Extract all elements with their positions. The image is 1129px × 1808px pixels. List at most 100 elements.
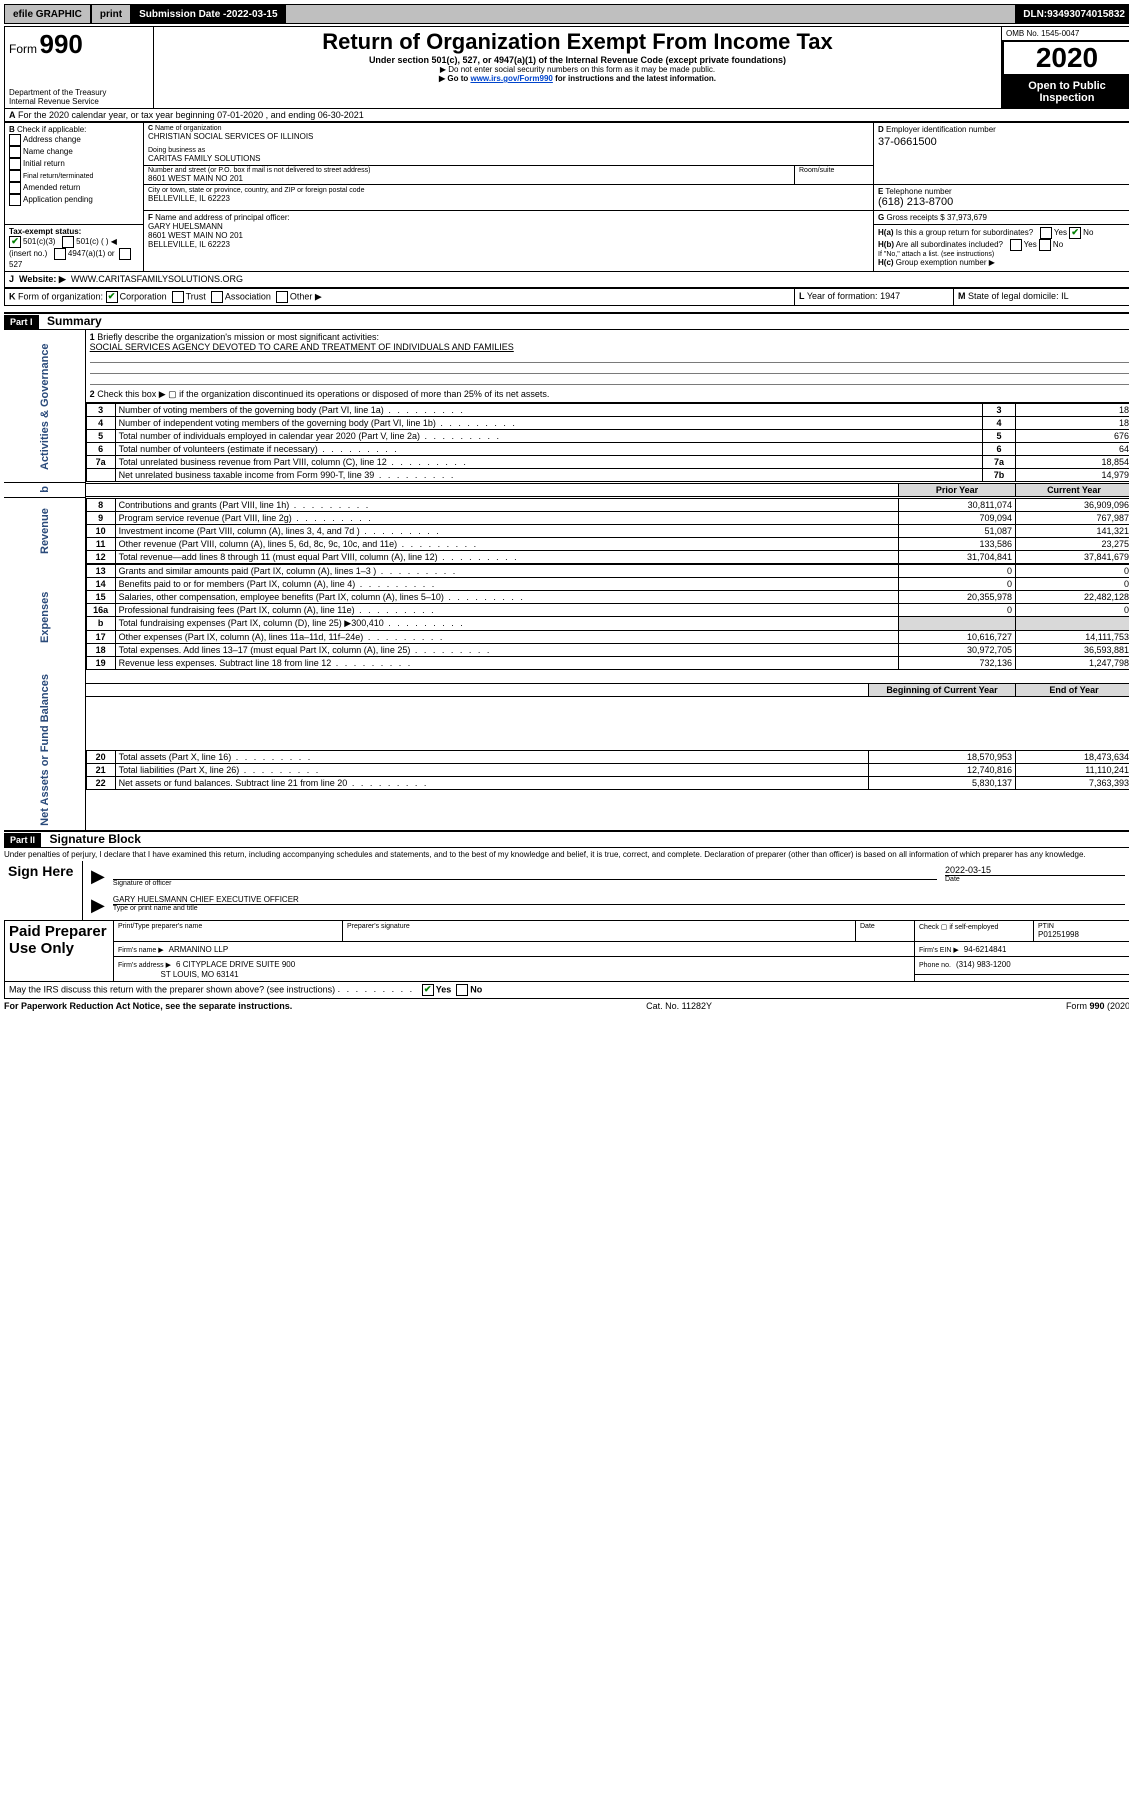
gross-lbl: Gross receipts $: [886, 213, 944, 222]
line-desc: Other expenses (Part IX, column (A), lin…: [115, 630, 898, 643]
discuss-no-check[interactable]: [456, 984, 468, 996]
pending-check[interactable]: [9, 194, 21, 206]
initial-check[interactable]: [9, 158, 21, 170]
city: BELLEVILLE, IL 62223: [148, 194, 869, 203]
vlabel-exp: Expenses: [4, 564, 85, 670]
preparer-table: Paid Preparer Use Only Print/Type prepar…: [4, 920, 1129, 982]
print-button[interactable]: print: [91, 4, 131, 24]
ha-yes[interactable]: [1040, 227, 1052, 239]
501c3-check[interactable]: [9, 236, 21, 248]
line-num: 22: [86, 777, 115, 790]
line-j: J Website: ▶ WWW.CARITASFAMILYSOLUTIONS.…: [4, 272, 1129, 288]
part2-label: Part II: [4, 833, 41, 847]
bc-block: B Check if applicable: Address change Na…: [4, 122, 1129, 272]
curr-val: 11,110,241: [1016, 764, 1129, 777]
type-name-lbl: Type or print name and title: [113, 905, 1125, 912]
note2-pre: ▶ Go to: [439, 74, 470, 83]
curr-val: 18,473,634: [1016, 751, 1129, 764]
efile-button[interactable]: efile GRAPHIC: [4, 4, 91, 24]
firm-addr2: ST LOUIS, MO 63141: [161, 970, 239, 979]
col-beg: Beginning of Current Year: [869, 684, 1016, 697]
subdate-label: Submission Date -: [139, 9, 226, 20]
line-val: 14,979: [1016, 469, 1129, 482]
4947-check[interactable]: [54, 248, 66, 260]
curr-val: 22,482,128: [1016, 590, 1129, 603]
prior-val: 133,586: [899, 537, 1016, 550]
gross-receipts: 37,973,679: [947, 213, 987, 222]
declaration: Under penalties of perjury, I declare th…: [4, 848, 1129, 861]
officer-sig-line[interactable]: [113, 865, 937, 880]
line-desc: Contributions and grants (Part VIII, lin…: [115, 498, 898, 511]
other-check[interactable]: [276, 291, 288, 303]
l1-lbl: Briefly describe the organization's miss…: [97, 332, 379, 342]
open-inspection: Open to Public Inspection: [1002, 76, 1129, 108]
curr-val: 1,247,798: [1016, 656, 1129, 669]
formorg-lbl: Form of organization:: [18, 291, 103, 301]
curr-val: 0: [1016, 577, 1129, 590]
discuss: May the IRS discuss this return with the…: [9, 984, 335, 994]
subdate-value: 2022-03-15: [226, 9, 277, 20]
form990-link[interactable]: www.irs.gov/Form990: [470, 74, 552, 83]
line-desc: Total revenue—add lines 8 through 11 (mu…: [115, 550, 898, 563]
line-desc: Total liabilities (Part X, line 26): [115, 764, 868, 777]
final-check[interactable]: [9, 170, 21, 182]
pp-check: Check ▢ if self-employed: [919, 923, 1029, 931]
line-desc: Number of voting members of the governin…: [115, 404, 982, 417]
curr-val: 36,909,096: [1016, 498, 1129, 511]
sig-officer-lbl: Signature of officer: [113, 880, 937, 887]
curr-val: 0: [1016, 564, 1129, 577]
curr-val: 14,111,753: [1016, 630, 1129, 643]
domicile: IL: [1061, 291, 1069, 301]
assoc-check[interactable]: [211, 291, 223, 303]
form-note2: ▶ Go to www.irs.gov/Form990 for instruct…: [158, 74, 997, 83]
addr-change-check[interactable]: [9, 134, 21, 146]
curr-val: 36,593,881: [1016, 643, 1129, 656]
prior-val: 18,570,953: [869, 751, 1016, 764]
trust: Trust: [186, 291, 206, 301]
line-num: 7a: [86, 456, 115, 469]
hb-yes[interactable]: [1010, 239, 1022, 251]
line-val: 676: [1016, 430, 1129, 443]
line-num: 11: [86, 537, 115, 550]
colhdr2: Beginning of Current Year End of Year: [86, 683, 1129, 697]
line-desc: Program service revenue (Part VIII, line…: [115, 511, 898, 524]
sign-here: Sign Here: [8, 863, 78, 879]
discuss-no: No: [470, 984, 482, 994]
col-end: End of Year: [1016, 684, 1129, 697]
sign-date: 2022-03-15: [945, 865, 1125, 875]
prior-val: 51,087: [899, 524, 1016, 537]
discuss-dots: [338, 984, 415, 994]
prior-val: 12,740,816: [869, 764, 1016, 777]
line-num: 12: [86, 550, 115, 563]
sign-arrow-icon: ▶: [87, 863, 109, 889]
501c-check[interactable]: [62, 236, 74, 248]
line-desc: Total assets (Part X, line 16): [115, 751, 868, 764]
ptin: P01251998: [1038, 930, 1128, 939]
mission: SOCIAL SERVICES AGENCY DEVOTED TO CARE A…: [90, 342, 514, 352]
name-arrow-icon: ▶: [87, 893, 109, 918]
hb-no[interactable]: [1039, 239, 1051, 251]
corp-check[interactable]: [106, 291, 118, 303]
line-key: 7a: [983, 456, 1016, 469]
ha-no[interactable]: [1069, 227, 1081, 239]
name-change-check[interactable]: [9, 146, 21, 158]
officer-name: GARY HUELSMANN: [148, 222, 869, 231]
initial-return: Initial return: [23, 159, 65, 168]
trust-check[interactable]: [172, 291, 184, 303]
527-check[interactable]: [119, 248, 131, 260]
rule2: [90, 363, 1129, 374]
omb: OMB No. 1545-0047: [1002, 27, 1129, 40]
website-lbl: Website: ▶: [19, 274, 66, 284]
vlabel-b: b: [4, 482, 85, 498]
boxb-label: Check if applicable:: [17, 125, 86, 134]
part2-title: Signature Block: [50, 832, 141, 846]
amended-check[interactable]: [9, 182, 21, 194]
klm-row: K Form of organization: Corporation Trus…: [4, 288, 1129, 306]
addr-lbl: Number and street (or P.O. box if mail i…: [148, 167, 790, 174]
line-num: 3: [86, 404, 115, 417]
rev-rows: 8 Contributions and grants (Part VIII, l…: [86, 498, 1129, 564]
line-desc: Total number of volunteers (estimate if …: [115, 443, 982, 456]
footer: For Paperwork Reduction Act Notice, see …: [4, 999, 1129, 1011]
discuss-yes-check[interactable]: [422, 984, 434, 996]
telephone: (618) 213-8700: [878, 196, 1128, 208]
